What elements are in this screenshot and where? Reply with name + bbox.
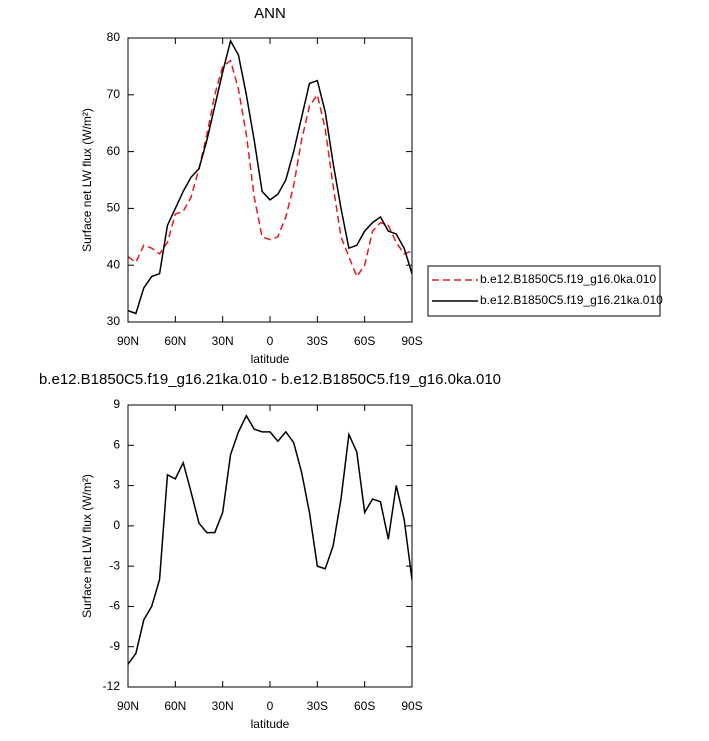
y-tick-label: 60	[107, 144, 121, 158]
x-tick-label: 60S	[354, 699, 375, 713]
x-tick-label: 60N	[164, 334, 186, 348]
y-tick-label: 6	[113, 437, 120, 451]
x-tick-label: 0	[267, 334, 274, 348]
x-tick-label: 60N	[164, 699, 186, 713]
x-tick-label: 30S	[307, 699, 328, 713]
x-axis-label: latitude	[251, 717, 290, 731]
x-tick-label: 0	[267, 699, 274, 713]
legend-label: b.e12.B1850C5.f19_g16.21ka.010	[480, 293, 663, 307]
plot-frame	[127, 37, 413, 323]
y-tick-label: 30	[107, 314, 121, 328]
y-tick-label: 40	[107, 257, 121, 271]
y-tick-label: -12	[103, 679, 121, 693]
x-tick-label: 90N	[117, 699, 139, 713]
x-tick-label: 30N	[212, 334, 234, 348]
x-axis-label: latitude	[251, 352, 290, 366]
data-line	[127, 414, 413, 665]
y-axis-label: Surface net LW flux (W/m²)	[80, 474, 94, 618]
y-tick-label: 9	[113, 397, 120, 411]
legend-box	[427, 265, 661, 317]
x-tick-label: 90N	[117, 334, 139, 348]
chart-title: ANN	[254, 5, 286, 22]
x-tick-label: 90S	[401, 334, 422, 348]
y-tick-label: -3	[109, 558, 120, 572]
data-line	[127, 38, 413, 315]
y-tick-label: 50	[107, 201, 121, 215]
x-tick-label: 30N	[212, 699, 234, 713]
legend-label: b.e12.B1850C5.f19_g16.0ka.010	[480, 272, 656, 286]
x-tick-label: 30S	[307, 334, 328, 348]
x-tick-label: 90S	[401, 699, 422, 713]
y-tick-label: -9	[109, 639, 120, 653]
chart-title: b.e12.B1850C5.f19_g16.21ka.010 - b.e12.B…	[39, 371, 501, 388]
y-axis-label: Surface net LW flux (W/m²)	[80, 108, 94, 252]
data-line	[127, 59, 413, 279]
y-tick-label: 80	[107, 30, 121, 44]
y-tick-label: -6	[109, 599, 120, 613]
plot-frame	[127, 404, 413, 688]
y-tick-label: 0	[113, 518, 120, 532]
y-tick-label: 3	[113, 478, 120, 492]
x-tick-label: 60S	[354, 334, 375, 348]
y-tick-label: 70	[107, 87, 121, 101]
